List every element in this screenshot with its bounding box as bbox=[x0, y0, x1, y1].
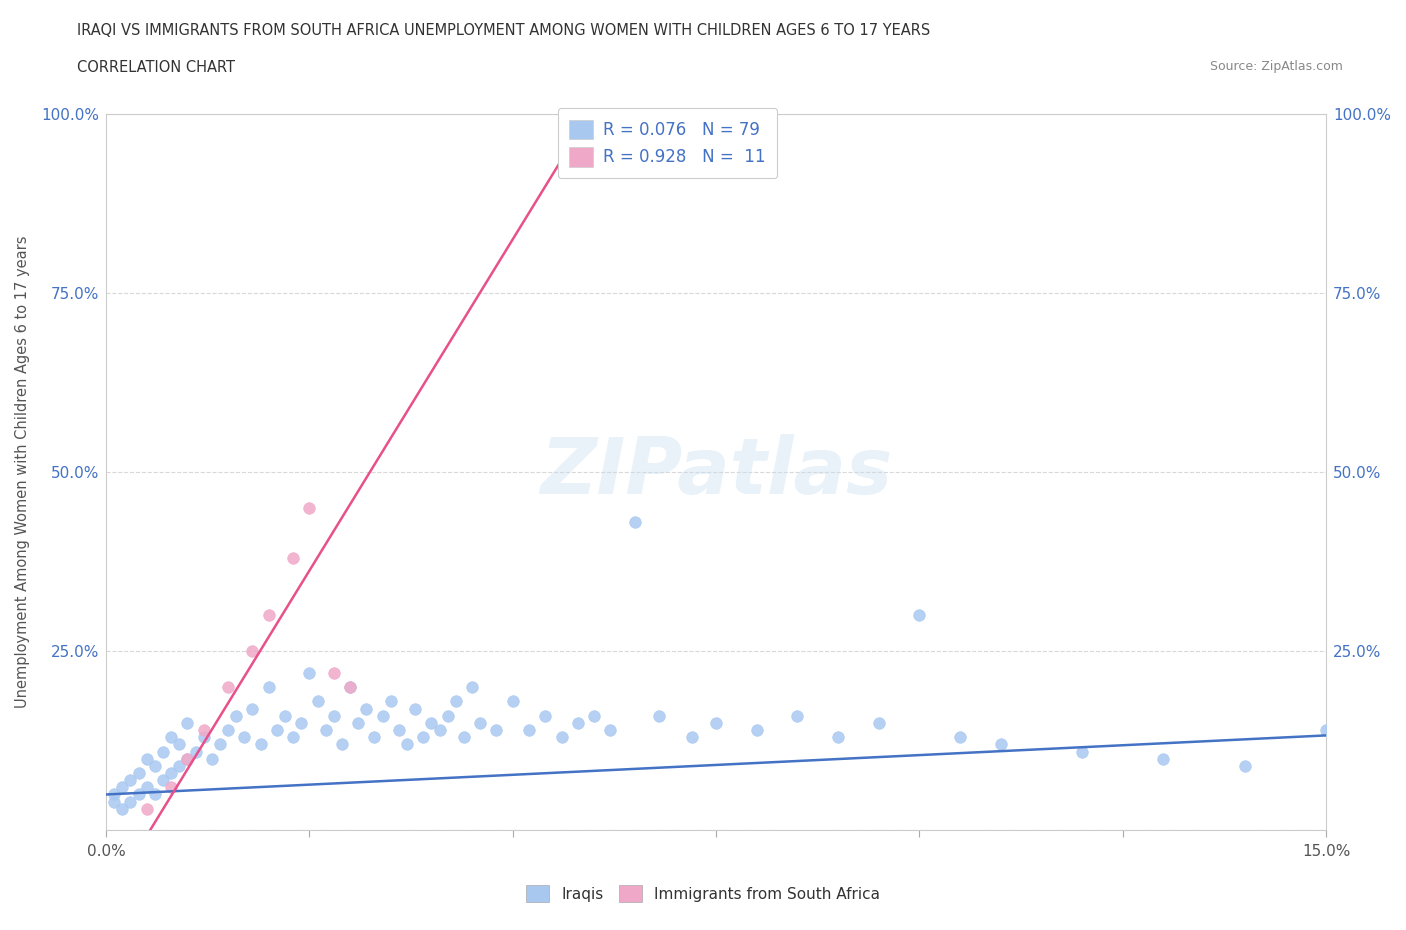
Point bbox=[648, 709, 671, 724]
Point bbox=[371, 709, 394, 724]
Point bbox=[242, 644, 264, 658]
Point bbox=[281, 551, 304, 565]
Point bbox=[623, 515, 645, 530]
Point bbox=[704, 715, 727, 730]
Text: CORRELATION CHART: CORRELATION CHART bbox=[77, 60, 235, 75]
Point bbox=[160, 780, 183, 795]
Point bbox=[298, 665, 321, 680]
Y-axis label: Unemployment Among Women with Children Ages 6 to 17 years: Unemployment Among Women with Children A… bbox=[15, 236, 30, 709]
Point bbox=[208, 737, 231, 751]
Point bbox=[111, 780, 134, 795]
Point bbox=[135, 751, 157, 766]
Point bbox=[990, 737, 1012, 751]
Point bbox=[363, 730, 385, 745]
Point bbox=[550, 730, 572, 745]
Point bbox=[152, 744, 174, 759]
Point bbox=[347, 715, 370, 730]
Point bbox=[176, 715, 198, 730]
Point bbox=[502, 694, 524, 709]
Point bbox=[266, 723, 288, 737]
Point bbox=[444, 694, 467, 709]
Point bbox=[315, 723, 337, 737]
Point bbox=[681, 730, 703, 745]
Point bbox=[339, 680, 361, 695]
Point bbox=[152, 773, 174, 788]
Point bbox=[567, 715, 589, 730]
Point bbox=[143, 758, 166, 773]
Text: IRAQI VS IMMIGRANTS FROM SOUTH AFRICA UNEMPLOYMENT AMONG WOMEN WITH CHILDREN AGE: IRAQI VS IMMIGRANTS FROM SOUTH AFRICA UN… bbox=[77, 23, 931, 38]
Point bbox=[599, 723, 621, 737]
Point bbox=[176, 751, 198, 766]
Legend: Iraqis, Immigrants from South Africa: Iraqis, Immigrants from South Africa bbox=[520, 879, 886, 909]
Point bbox=[380, 694, 402, 709]
Point bbox=[257, 680, 280, 695]
Point bbox=[1315, 723, 1337, 737]
Point bbox=[128, 787, 150, 802]
Point bbox=[461, 680, 484, 695]
Point bbox=[786, 709, 808, 724]
Point bbox=[298, 500, 321, 515]
Point bbox=[322, 665, 344, 680]
Point bbox=[1071, 744, 1094, 759]
Point bbox=[120, 773, 142, 788]
Point bbox=[485, 723, 508, 737]
Point bbox=[111, 802, 134, 817]
Point bbox=[470, 715, 492, 730]
Point bbox=[217, 723, 239, 737]
Point bbox=[534, 709, 557, 724]
Point bbox=[184, 744, 207, 759]
Point bbox=[290, 715, 312, 730]
Point bbox=[281, 730, 304, 745]
Text: ZIPatlas: ZIPatlas bbox=[540, 434, 893, 511]
Point bbox=[249, 737, 271, 751]
Point bbox=[322, 709, 344, 724]
Point bbox=[404, 701, 426, 716]
Point bbox=[1233, 758, 1256, 773]
Point bbox=[201, 751, 224, 766]
Point bbox=[193, 730, 215, 745]
Point bbox=[307, 694, 329, 709]
Point bbox=[217, 680, 239, 695]
Point bbox=[827, 730, 849, 745]
Point bbox=[330, 737, 353, 751]
Point bbox=[395, 737, 418, 751]
Point bbox=[160, 730, 183, 745]
Point bbox=[436, 709, 458, 724]
Point bbox=[103, 787, 125, 802]
Point bbox=[949, 730, 972, 745]
Point bbox=[242, 701, 264, 716]
Point bbox=[429, 723, 451, 737]
Point bbox=[128, 765, 150, 780]
Legend: R = 0.076   N = 79, R = 0.928   N =  11: R = 0.076 N = 79, R = 0.928 N = 11 bbox=[558, 108, 778, 179]
Point bbox=[517, 723, 540, 737]
Point bbox=[193, 723, 215, 737]
Point bbox=[339, 680, 361, 695]
Point bbox=[257, 608, 280, 623]
Point bbox=[868, 715, 890, 730]
Point bbox=[167, 737, 190, 751]
Point bbox=[388, 723, 411, 737]
Text: Source: ZipAtlas.com: Source: ZipAtlas.com bbox=[1209, 60, 1343, 73]
Point bbox=[274, 709, 297, 724]
Point bbox=[135, 780, 157, 795]
Point bbox=[233, 730, 256, 745]
Point bbox=[167, 758, 190, 773]
Point bbox=[745, 723, 768, 737]
Point bbox=[1152, 751, 1174, 766]
Point bbox=[143, 787, 166, 802]
Point bbox=[176, 751, 198, 766]
Point bbox=[160, 765, 183, 780]
Point bbox=[453, 730, 475, 745]
Point bbox=[412, 730, 434, 745]
Point bbox=[356, 701, 378, 716]
Point bbox=[103, 794, 125, 809]
Point bbox=[583, 709, 606, 724]
Point bbox=[225, 709, 247, 724]
Point bbox=[420, 715, 443, 730]
Point bbox=[120, 794, 142, 809]
Point bbox=[908, 608, 931, 623]
Point bbox=[135, 802, 157, 817]
